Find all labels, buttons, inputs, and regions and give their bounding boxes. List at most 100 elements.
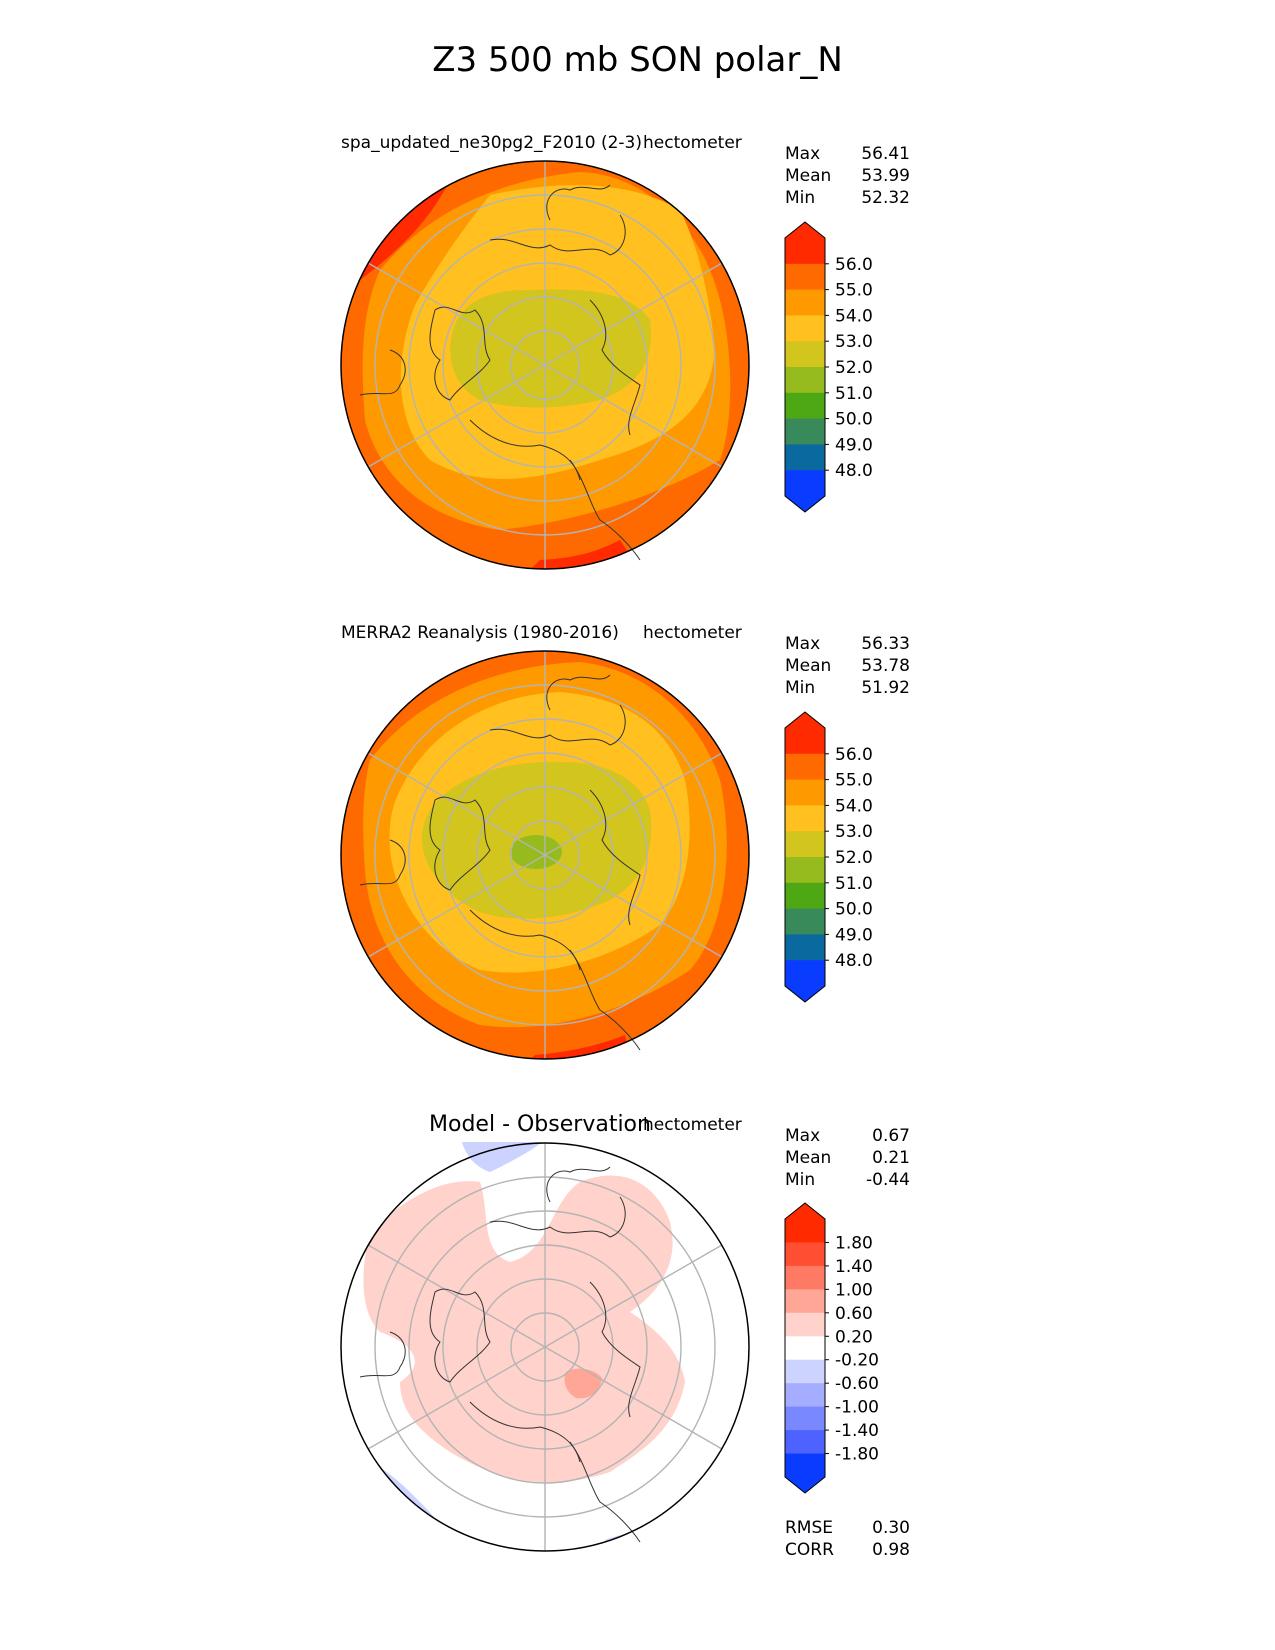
panel2-colorbar-cap-top [785,712,825,728]
panel2-colorbar-tick-label: 50.0 [835,900,873,920]
panel3-colorbar: 1.80 1.40 1.00 0.60 0.20 -0.20 -0.60 -1.00 -1.40… [784,1202,879,1494]
panel3-units: hectometer [643,1115,742,1135]
panel1-fill-56 [360,180,450,280]
panel2-colorbar-segment [785,831,825,858]
panel1-colorbar-segment [785,444,825,471]
panel1-max-label: Max [785,144,821,164]
panel1-colorbar-cap-top [785,222,825,238]
panel3-colorbar-tick-label: 1.40 [835,1257,873,1277]
panel1-colorbar-segment [785,367,825,394]
panel1-colorbar-segment [785,263,825,291]
panel3-colorbar-tick-label: -1.40 [835,1421,879,1441]
panel3-colorbar-tick-label: -0.60 [835,1374,879,1394]
panel2-colorbar-segment [785,960,825,987]
panel1-polar-map [340,160,750,570]
panel3-colorbar-segment [785,1406,825,1431]
panel3-colorbar-tick-label: 1.00 [835,1280,873,1300]
panel1-colorbar-tick-label: 50.0 [835,410,873,430]
panel3-mean-value: 0.21 [872,1148,910,1168]
panel2-colorbar-segment [785,908,825,935]
panel2-colorbar: 56.0 55.0 54.0 53.0 52.0 51.0 50.0 49.0 48.0 [784,711,873,1003]
panel1-colorbar-tick-label: 55.0 [835,281,873,301]
panel2-max-label: Max [785,634,821,654]
panel1-colorbar-tick-label: 54.0 [835,306,873,326]
panel2-polar-map [340,650,750,1060]
panel3-colorbar-segment [785,1242,825,1267]
panel3-max-value: 0.67 [872,1126,910,1146]
panel1-colorbar-tick-label: 53.0 [835,332,873,352]
panel1-colorbar-outline [784,221,826,513]
figure-title: Z3 500 mb SON polar_N [432,40,843,80]
panel1-title: spa_updated_ne30pg2_F2010 (2-3) [341,133,642,153]
panel3-colorbar-segment [785,1430,825,1455]
panel2-colorbar-cap-bottom [785,986,825,1002]
panel1-fill-52 [450,289,651,408]
panel1-colorbar-segment [785,238,825,265]
panel1-units: hectometer [643,133,742,153]
panel1-max-value: 56.41 [861,144,910,164]
panel3-polar-map [340,1142,750,1552]
panel1-colorbar-segment [785,470,825,497]
panel3-colorbar-segment [785,1289,825,1314]
panel3-colorbar-tick-label: 1.80 [835,1233,873,1253]
panel3-rmse-label: RMSE [785,1518,834,1538]
panel1-mean-label: Mean [785,166,832,186]
panel2-colorbar-tick-label: 55.0 [835,771,873,791]
panel1-colorbar-segment [785,418,825,445]
panel3-colorbar-tick-label: 0.60 [835,1304,873,1324]
panel1-colorbar: 56.0 55.0 54.0 53.0 52.0 51.0 50.0 49.0 48.0 [784,221,873,513]
panel3-fill-neg-cap [462,1142,542,1172]
panel2-fill-51 [510,835,562,869]
panel1-colorbar-segment [785,315,825,342]
panel3-min-label: Min [785,1170,816,1190]
panel3-colorbar-segment [785,1359,825,1384]
panel1-min-label: Min [785,188,816,208]
panel2-colorbar-tick-label: 51.0 [835,874,873,894]
panel3-corr-label: CORR [785,1540,834,1560]
panel3-colorbar-tick-label: -1.00 [835,1398,879,1418]
panel2-title: MERRA2 Reanalysis (1980-2016) [341,623,619,643]
panel2-colorbar-segment [785,779,825,806]
panel3-colorbar-segment [785,1265,825,1290]
panel3-colorbar-outline [784,1202,826,1494]
panel3-mean-label: Mean [785,1148,832,1168]
panel2-colorbar-tick-label: 53.0 [835,822,873,842]
panel1-colorbar-segment [785,341,825,368]
panel1-colorbar-tick-label: 51.0 [835,384,873,404]
panel3-colorbar-tick-label: 0.20 [835,1327,873,1347]
panel1-colorbar-segment [785,289,825,316]
panel3-colorbar-segment [785,1453,825,1478]
panel1-colorbar-tick-label: 52.0 [835,358,873,378]
panel3-colorbar-cap-bottom [785,1477,825,1493]
panel3-colorbar-cap-top [785,1203,825,1219]
panel1-min-value: 52.32 [861,188,910,208]
panel2-units: hectometer [643,623,742,643]
panel1-colorbar-tick-label: 56.0 [835,255,873,275]
panel1-colorbar-segment [785,392,825,420]
panel3-min-value: -0.44 [866,1170,910,1190]
panel2-colorbar-segment [785,857,825,884]
panel2-colorbar-tick-label: 49.0 [835,925,873,945]
panel3-corr-value: 0.98 [872,1540,910,1560]
panel2-colorbar-tick-label: 56.0 [835,745,873,765]
panel3-max-label: Max [785,1126,821,1146]
panel3-colorbar-segment [785,1336,825,1361]
panel2-colorbar-tick-label: 52.0 [835,848,873,868]
panel2-colorbar-segment [785,753,825,781]
panel2-mean-value: 53.78 [861,656,910,676]
panel1-colorbar-tick-label: 48.0 [835,461,873,481]
panel2-min-label: Min [785,678,816,698]
panel2-max-value: 56.33 [861,634,910,654]
panel3-colorbar-segment [785,1312,825,1337]
panel2-colorbar-outline [784,711,826,1003]
panel3-colorbar-segment [785,1383,825,1408]
panel1-colorbar-tick-label: 49.0 [835,435,873,455]
panel2-min-value: 51.92 [861,678,910,698]
panel2-colorbar-segment [785,728,825,755]
panel1-mean-value: 53.99 [861,166,910,186]
panel1-colorbar-cap-bottom [785,496,825,512]
panel3-colorbar-tick-label: -1.80 [835,1445,879,1465]
panel2-colorbar-segment [785,934,825,961]
panel2-colorbar-segment [785,805,825,832]
panel3-colorbar-segment [785,1219,825,1243]
